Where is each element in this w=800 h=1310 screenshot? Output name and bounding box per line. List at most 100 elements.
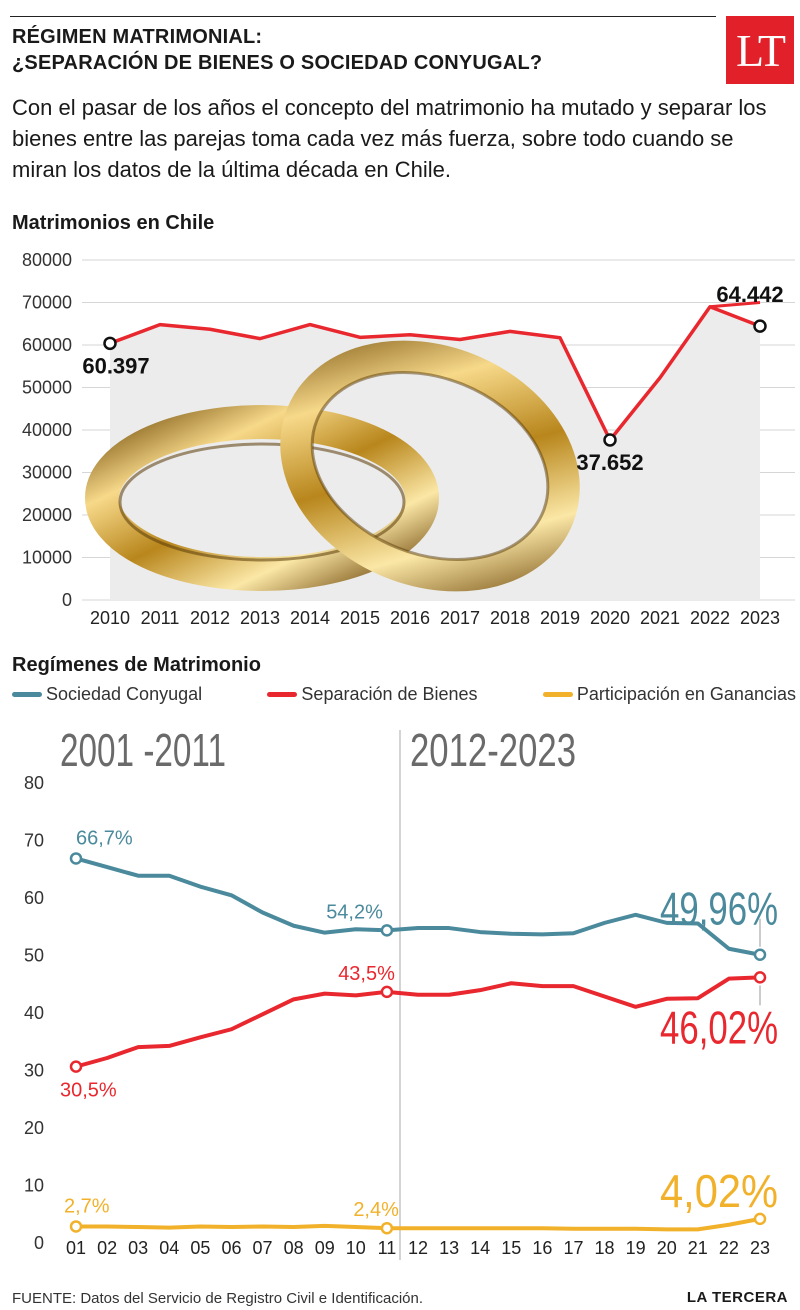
- period-label-late: 2012-2023: [410, 724, 576, 776]
- x-tick-label: 2014: [290, 608, 330, 628]
- data-point-marker: [753, 319, 767, 333]
- x-tick-label: 2013: [240, 608, 280, 628]
- footer-brand: LA TERCERA: [686, 1289, 788, 1306]
- y-tick-label: 80000: [22, 250, 72, 270]
- x-tick-label: 03: [128, 1238, 148, 1258]
- x-tick-label: 2022: [690, 608, 730, 628]
- y-tick-label: 60: [24, 888, 44, 908]
- series-line-separacion: [74, 975, 762, 1069]
- title-line-1: RÉGIMEN MATRIMONIAL:: [12, 26, 263, 48]
- legend-swatch-separacion: [267, 692, 298, 697]
- legend-item-participacion: Participación en Ganancias: [542, 684, 796, 705]
- x-tick-label: 20: [657, 1238, 677, 1258]
- x-tick-label: 2017: [440, 608, 480, 628]
- x-tick-label: 06: [221, 1238, 241, 1258]
- x-tick-label: 09: [315, 1238, 335, 1258]
- x-tick-label: 14: [470, 1238, 490, 1258]
- data-label: 37.652: [576, 450, 643, 475]
- data-label: 4,02%: [660, 1165, 778, 1217]
- legend-swatch-sociedad: [12, 692, 42, 697]
- x-tick-label: 16: [532, 1238, 552, 1258]
- data-label: 2,7%: [64, 1195, 110, 1217]
- data-label: 43,5%: [338, 963, 395, 985]
- data-point-marker: [69, 852, 83, 865]
- y-tick-label: 30: [24, 1061, 44, 1081]
- x-tick-label: 2021: [640, 608, 680, 628]
- x-tick-label: 02: [97, 1238, 117, 1258]
- x-tick-label: 05: [190, 1238, 210, 1258]
- x-tick-label: 15: [501, 1238, 521, 1258]
- data-label: 54,2%: [326, 901, 383, 923]
- data-point-marker: [753, 971, 767, 984]
- chart2-title: Regímenes de Matrimonio: [12, 654, 261, 676]
- data-point-marker: [380, 985, 394, 999]
- ring-right-inner-edge: [310, 370, 550, 562]
- legend-item-separacion: Separación de Bienes: [267, 684, 478, 705]
- ring-left-inner-edge: [118, 442, 406, 562]
- x-tick-label: 08: [284, 1238, 304, 1258]
- y-tick-label: 0: [62, 590, 72, 610]
- wedding-rings-illustration: [85, 340, 580, 592]
- x-tick-label: 2019: [540, 608, 580, 628]
- y-tick-label: 50000: [22, 378, 72, 398]
- source-text: Datos del Servicio de Registro Civil e I…: [80, 1290, 423, 1307]
- data-point-marker: [753, 1212, 767, 1226]
- y-tick-label: 20: [24, 1118, 44, 1138]
- x-tick-label: 2010: [90, 608, 130, 628]
- y-tick-label: 10: [24, 1176, 44, 1196]
- x-tick-label: 2016: [390, 608, 430, 628]
- y-tick-label: 10000: [22, 548, 72, 568]
- data-point-marker: [603, 433, 617, 447]
- y-tick-label: 30000: [22, 463, 72, 483]
- x-tick-label: 07: [253, 1238, 273, 1258]
- x-tick-label: 2011: [141, 608, 180, 628]
- la-tercera-logo: LT: [726, 16, 794, 84]
- header-rule: [10, 16, 716, 17]
- x-tick-label: 17: [563, 1238, 583, 1258]
- x-tick-label: 2020: [590, 608, 630, 628]
- data-point-marker: [69, 1060, 83, 1073]
- x-tick-label: 11: [378, 1238, 397, 1258]
- page-title: RÉGIMEN MATRIMONIAL: ¿SEPARACIÓN DE BIEN…: [12, 24, 712, 76]
- data-label: 64.442: [716, 282, 783, 307]
- data-label: 66,7%: [76, 827, 133, 849]
- source-label: FUENTE:: [12, 1290, 77, 1307]
- legend-label-separacion: Separación de Bienes: [301, 684, 478, 704]
- series-line-sociedad: [74, 856, 762, 957]
- data-point-marker: [753, 948, 767, 961]
- data-point-marker: [69, 1220, 83, 1233]
- title-line-2: ¿SEPARACIÓN DE BIENES O SOCIEDAD CONYUGA…: [12, 52, 543, 74]
- data-label: 2,4%: [353, 1199, 399, 1221]
- x-tick-label: 13: [439, 1238, 459, 1258]
- footer-source: FUENTE: Datos del Servicio de Registro C…: [12, 1290, 423, 1307]
- y-tick-label: 70000: [22, 293, 72, 313]
- y-tick-label: 0: [34, 1233, 44, 1253]
- x-tick-label: 10: [346, 1238, 366, 1258]
- x-tick-label: 18: [595, 1238, 615, 1258]
- x-tick-label: 21: [688, 1238, 708, 1258]
- y-tick-label: 50: [24, 946, 44, 966]
- marriages-chart: 0 10000 20000 30000 40000 50000 60000 70000 8000…: [22, 250, 795, 628]
- data-point-marker: [380, 924, 394, 937]
- legend-label-participacion: Participación en Ganancias: [576, 684, 796, 704]
- data-point-marker: [103, 336, 117, 351]
- regimes-chart: 2001 -2011 2012-2023 0 10 20 30 40 50 60 70 80 01 02…: [24, 724, 778, 1260]
- y-tick-label: 70: [24, 831, 44, 851]
- ring-right: [280, 340, 580, 592]
- x-tick-label: 19: [626, 1238, 646, 1258]
- legend-swatch-participacion: [542, 692, 573, 697]
- period-label-early: 2001 -2011: [60, 724, 226, 776]
- series-line: [109, 305, 761, 442]
- x-tick-label: 12: [408, 1238, 428, 1258]
- x-tick-label: 23: [750, 1238, 770, 1258]
- legend-item-sociedad: Sociedad Conyugal: [12, 684, 202, 705]
- data-label: 60.397: [82, 353, 149, 378]
- x-tick-label: 2015: [340, 608, 380, 628]
- series-line-secondary: [709, 301, 761, 309]
- y-tick-label: 40000: [22, 420, 72, 440]
- y-tick-label: 80: [24, 773, 44, 793]
- y-tick-label: 20000: [22, 505, 72, 525]
- x-tick-label: 01: [66, 1238, 86, 1258]
- y-tick-label: 40: [24, 1003, 44, 1023]
- intro-paragraph: Con el pasar de los años el concepto del…: [12, 95, 767, 182]
